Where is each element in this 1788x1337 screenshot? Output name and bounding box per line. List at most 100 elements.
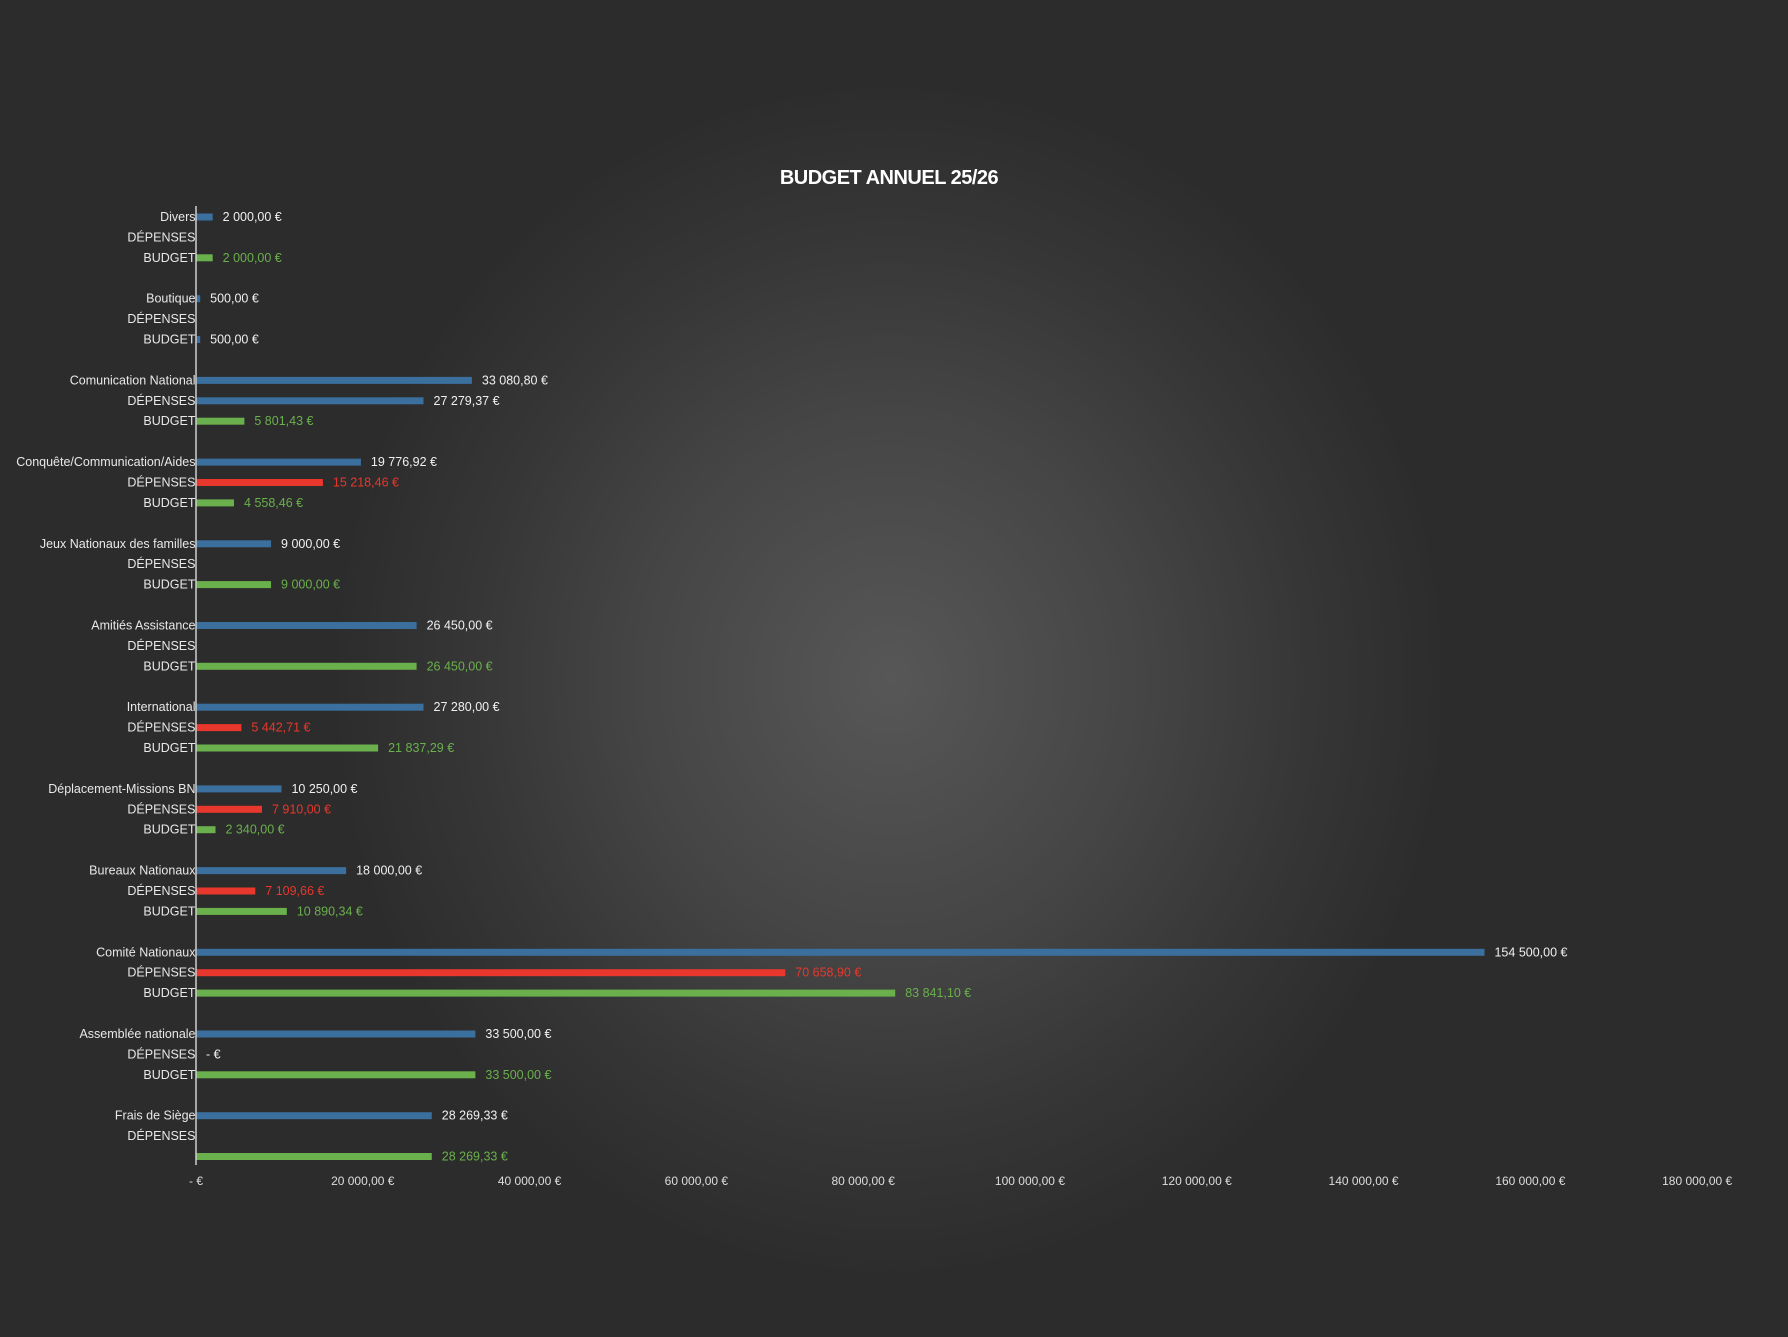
bar-restant [196,744,379,752]
x-tick-label: 180 000,00 € [1662,1174,1732,1188]
row-label: BUDGET [143,823,195,837]
category-label: Divers [160,210,195,224]
bar-restant [196,254,213,262]
category-label: Comité Nationaux [96,945,196,959]
bar-depenses [196,479,323,486]
bar-total [196,336,201,343]
data-label: 33 080,80 € [482,373,548,387]
x-tick-label: 40 000,00 € [498,1174,562,1188]
category-label: Jeux Nationaux des familles [40,537,196,551]
category-label: Boutique [146,292,195,306]
data-label: 154 500,00 € [1494,945,1567,959]
row-label: DÉPENSES [127,229,195,244]
row-label: BUDGET [143,659,195,673]
row-label: DÉPENSES [127,556,195,571]
data-label: 5 801,43 € [254,414,313,428]
x-tick-label: - € [189,1174,203,1188]
data-label: - € [206,1047,221,1061]
bar-restant [196,662,417,670]
x-tick-label: 160 000,00 € [1495,1174,1565,1188]
row-label: DÉPENSES [127,638,195,653]
data-label: 7 109,66 € [265,884,324,898]
bar-restant [196,989,896,997]
row-label: BUDGET [143,333,195,347]
data-label: 70 658,90 € [795,966,861,980]
data-label: 2 000,00 € [223,210,282,224]
row-label: DÉPENSES [127,801,195,816]
row-label: DÉPENSES [127,1128,195,1143]
bar-total [196,376,472,384]
x-tick-label: 100 000,00 € [995,1174,1065,1188]
row-label: DÉPENSES [127,883,195,898]
data-label: 9 000,00 € [281,578,340,592]
row-label: DÉPENSES [127,965,195,980]
data-label: 33 500,00 € [485,1027,551,1041]
data-label: 33 500,00 € [485,1068,551,1082]
x-tick-label: 80 000,00 € [831,1174,895,1188]
x-tick-label: 60 000,00 € [665,1174,729,1188]
category-label: Déplacement-Missions BN [48,782,195,796]
bar-restant [196,581,272,589]
data-label: 15 218,46 € [333,476,399,490]
data-label: 4 558,46 € [244,496,303,510]
row-label: BUDGET [143,986,195,1000]
bar-total [196,1030,476,1038]
row-label: DÉPENSES [127,1046,195,1061]
data-label: 26 450,00 € [427,659,493,673]
bar-restant [196,826,216,834]
bars-layer: Divers 2 000,00 € DÉPENSES BUDGET 2 000,00 €… [16,210,1567,1164]
data-label: 18 000,00 € [356,864,422,878]
row-label: BUDGET [143,251,195,265]
data-label: 10 890,34 € [297,904,363,918]
x-axis: - € 20 000,00 € 40 000,00 € 60 000,00 € 80 0… [189,1174,1733,1188]
bar-restant [196,1071,476,1079]
category-label: Bureaux Nationaux [89,864,196,878]
row-label: BUDGET [143,1068,195,1082]
category-label: Amitiés Assistance [91,619,195,633]
category-label: Comunication National [70,373,196,387]
bar-restant [196,1153,432,1160]
bar-depenses [196,724,242,732]
row-label: DÉPENSES [127,475,195,490]
row-label: BUDGET [143,741,195,755]
row-label: DÉPENSES [127,393,195,408]
bar-total [196,397,424,405]
x-tick-label: 140 000,00 € [1329,1174,1399,1188]
data-label: 9 000,00 € [281,537,340,551]
row-label: BUDGET [143,496,195,510]
data-label: 21 837,29 € [388,741,454,755]
bar-depenses [196,805,262,813]
data-label: 2 000,00 € [223,251,282,265]
bar-depenses [196,969,786,977]
row-label: DÉPENSES [127,720,195,735]
bar-restant [196,499,235,507]
row-label: BUDGET [143,904,195,918]
data-label: 27 280,00 € [434,700,500,714]
data-label: 83 841,10 € [905,986,971,1000]
bar-total [196,785,282,793]
bar-total [196,703,424,711]
data-label: 2 340,00 € [226,823,285,837]
bar-depenses [196,887,256,895]
data-label: 19 776,92 € [371,455,437,469]
data-label: 27 279,37 € [434,394,500,408]
bar-total [196,295,201,303]
bar-total [196,1112,432,1120]
x-tick-label: 120 000,00 € [1162,1174,1232,1188]
bar-total [196,622,417,629]
data-label: 28 269,33 € [442,1109,508,1123]
x-tick-label: 20 000,00 € [331,1174,395,1188]
category-label: Assemblée nationale [79,1027,195,1041]
data-label: 7 910,00 € [272,802,331,816]
data-label: 500,00 € [210,292,259,306]
bar-total [196,948,1485,956]
row-label: DÉPENSES [127,311,195,326]
bar-restant [196,417,245,425]
bar-restant [196,907,287,915]
row-label: BUDGET [143,414,195,428]
data-label: 26 450,00 € [427,619,493,633]
data-label: 10 250,00 € [291,782,357,796]
row-label: BUDGET [143,578,195,592]
category-label: International [127,700,196,714]
